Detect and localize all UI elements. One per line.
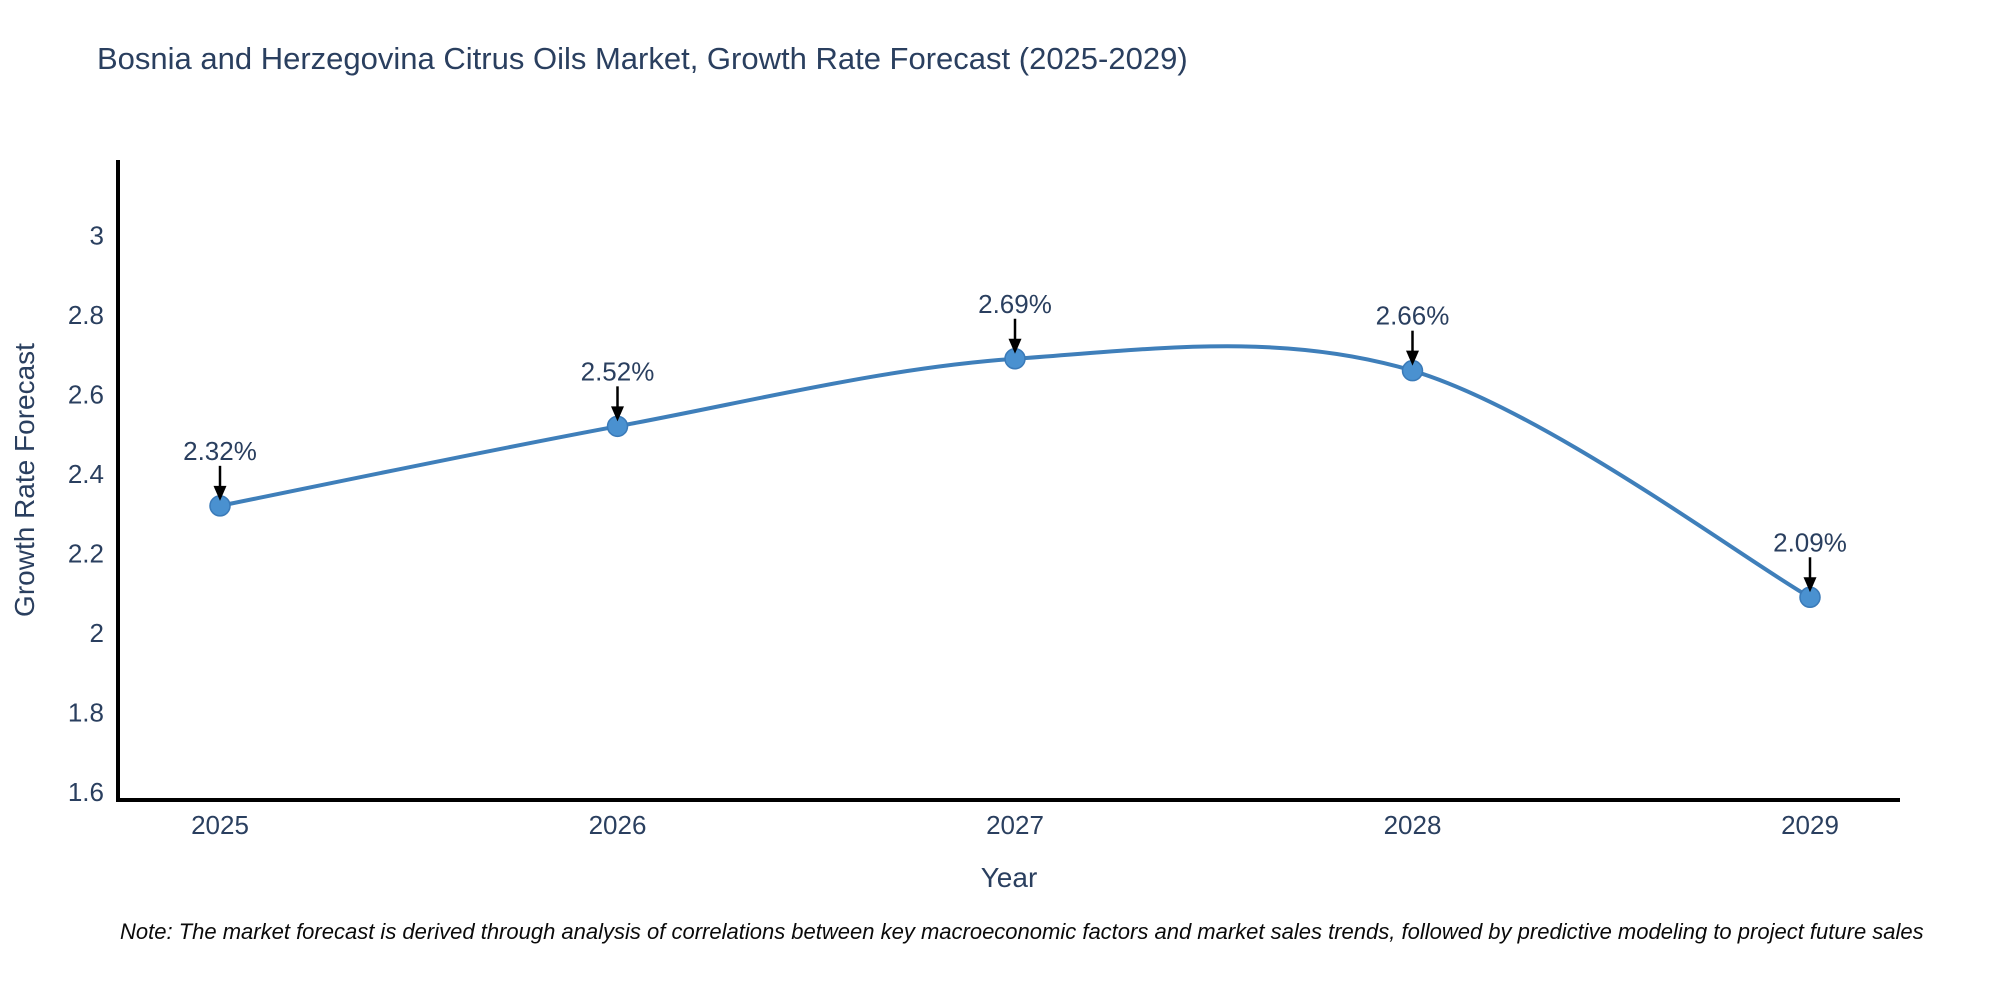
y-tick-label: 2.8 — [68, 300, 104, 330]
y-tick-label: 2.2 — [68, 539, 104, 569]
y-tick-label: 1.6 — [68, 777, 104, 807]
annotation-arrowhead-icon — [1803, 577, 1817, 593]
chart-footnote: Note: The market forecast is derived thr… — [120, 919, 1924, 944]
data-point-label: 2.52% — [581, 356, 655, 386]
data-point-label: 2.69% — [978, 289, 1052, 319]
x-axis-title: Year — [981, 862, 1038, 893]
x-tick-label: 2028 — [1384, 810, 1442, 840]
growth-rate-line — [218, 344, 1812, 600]
annotation-arrowhead-icon — [1008, 338, 1022, 354]
y-tick-label: 2 — [90, 618, 104, 648]
x-tick-label: 2025 — [191, 810, 249, 840]
y-tick-label: 2.4 — [68, 459, 104, 489]
x-tick-label: 2026 — [589, 810, 647, 840]
x-tick-label: 2027 — [986, 810, 1044, 840]
chart-title: Bosnia and Herzegovina Citrus Oils Marke… — [97, 41, 1188, 76]
axis-lines — [116, 160, 1900, 802]
y-axis-title: Growth Rate Forecast — [9, 343, 40, 617]
y-tick-label: 2.6 — [68, 380, 104, 410]
data-point-label: 2.32% — [183, 436, 257, 466]
annotation-arrowhead-icon — [611, 406, 624, 422]
data-point-label: 2.09% — [1773, 527, 1847, 557]
annotation-arrowhead-icon — [1406, 350, 1419, 366]
annotation-arrowhead-icon — [213, 485, 227, 501]
y-tick-label: 1.8 — [68, 698, 104, 728]
y-tick-label: 3 — [90, 221, 104, 251]
data-point-label: 2.66% — [1376, 301, 1450, 331]
x-tick-label: 2029 — [1781, 810, 1839, 840]
